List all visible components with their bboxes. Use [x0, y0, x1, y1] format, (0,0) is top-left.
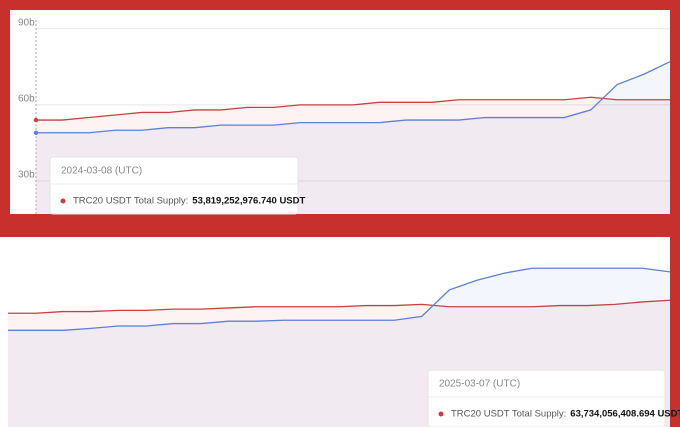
bottom-chart: 2025-03-07 (UTC) TRC20 USDT Total Supply:…: [8, 267, 680, 427]
tooltip-date: 2025-03-07 (UTC): [439, 379, 520, 390]
top-chart: 90b 60b 30b 2024-03-08 (UTC) TRC20 USDT Tota…: [18, 17, 671, 215]
tooltip: [427, 369, 666, 427]
y-tick-label: 60b: [18, 93, 35, 104]
tooltip-date: 2024-03-08 (UTC): [61, 166, 142, 177]
series-line: [36, 96, 670, 121]
series-line: [8, 267, 671, 331]
y-tick-label: 90b: [18, 17, 35, 28]
tooltip-dot: [438, 411, 444, 417]
tooltip-label: TRC20 USDT Total Supply:: [451, 409, 566, 420]
tooltip-value: 53,819,252,976.740 USDT: [192, 196, 305, 207]
tooltip-value: 63,734,056,408.694 USDT: [570, 409, 680, 420]
series-line: [8, 299, 671, 314]
hover-dot: [33, 117, 39, 123]
tooltip-dot: [60, 198, 66, 204]
tooltip-label: TRC20 USDT Total Supply:: [73, 196, 188, 207]
series-line: [36, 61, 671, 134]
tooltip: [49, 156, 299, 215]
hover-dot: [33, 130, 39, 135]
y-tick-label: 30b: [18, 170, 35, 181]
